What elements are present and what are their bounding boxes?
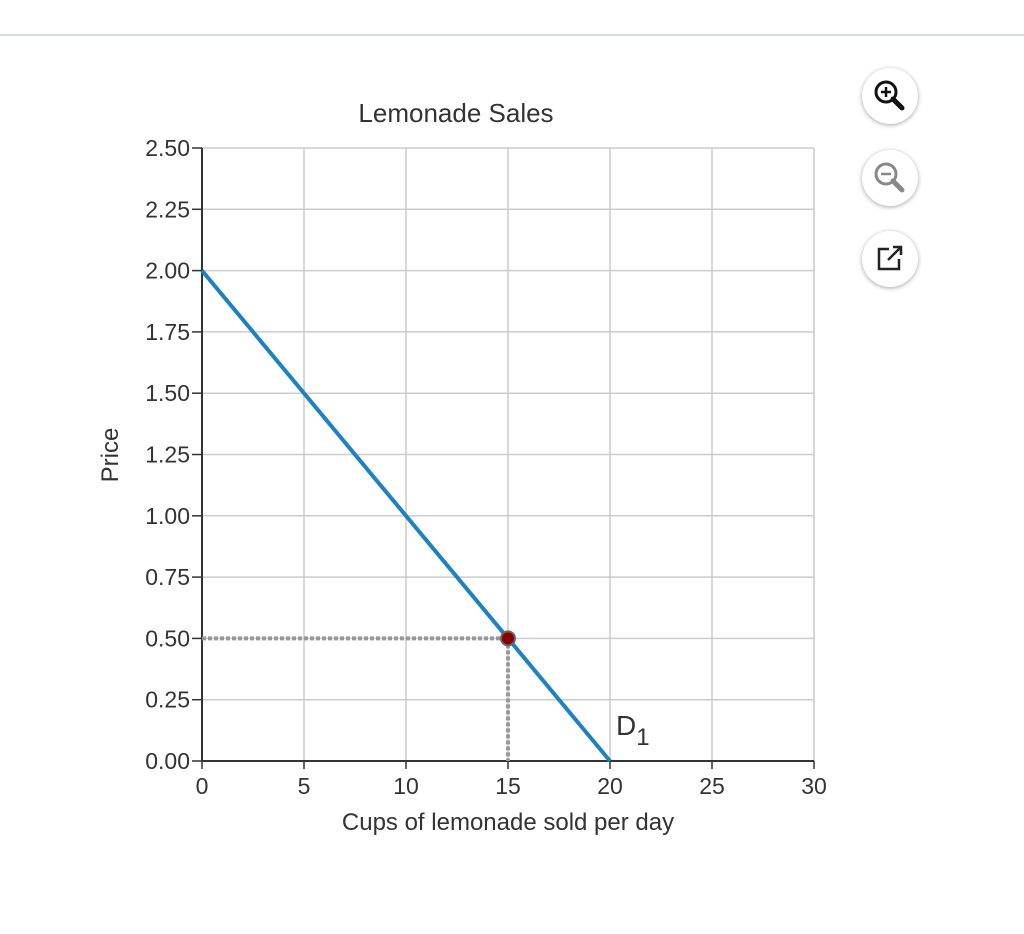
y-tick-label: 0.75 [145, 564, 190, 590]
top-divider [0, 34, 1024, 36]
y-tick-label: 1.25 [145, 442, 190, 468]
x-tick-label: 15 [495, 773, 521, 799]
x-tick-label: 10 [393, 773, 419, 799]
x-tick-label: 30 [801, 773, 827, 799]
y-tick-label: 1.00 [145, 503, 190, 529]
y-tick-label: 0.50 [145, 625, 190, 651]
external-link-icon [877, 245, 903, 271]
x-tick-label: 5 [298, 773, 311, 799]
y-tick-label: 1.50 [145, 380, 190, 406]
series-label-main: D [616, 710, 636, 741]
series-label-sub: 1 [636, 724, 649, 751]
y-tick-label: 2.50 [145, 135, 190, 161]
zoom-out-icon [874, 162, 905, 193]
open-in-new-window-button[interactable] [862, 231, 918, 287]
data-point-marker [500, 630, 516, 647]
x-tick-label: 0 [196, 773, 209, 799]
y-axis-label: Price [97, 428, 124, 483]
y-tick-label: 0.25 [145, 687, 190, 713]
zoom-in-icon [874, 80, 905, 111]
y-tick-label: 2.00 [145, 258, 190, 284]
demand-line-d1 [200, 269, 612, 763]
series-label-d1: D1 [616, 710, 650, 751]
x-tick-label: 20 [597, 773, 623, 799]
y-tick-label: 0.00 [145, 748, 190, 774]
zoom-in-button[interactable] [862, 68, 918, 124]
x-tick-label: 25 [699, 773, 725, 799]
chart-title: Lemonade Sales [358, 98, 553, 128]
y-tick-label: 2.25 [145, 196, 190, 222]
zoom-out-button[interactable] [862, 150, 918, 206]
x-axis-label: Cups of lemonade sold per day [342, 809, 674, 836]
y-tick-label: 1.75 [145, 319, 190, 345]
